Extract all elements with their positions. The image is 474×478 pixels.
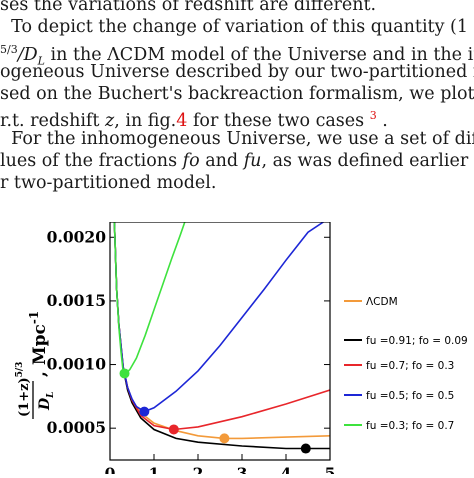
ylabel-numerator: (1+z)	[17, 377, 32, 417]
y-tick-label: 0.0010	[47, 355, 107, 374]
text-line-5: sed on the Buchert's backreaction formal…	[0, 84, 474, 105]
series-marker-1	[300, 443, 311, 454]
figure: (1+z)5/3 DL , Mpc-1 0.0005 0.0010 0.0015 0.…	[0, 221, 474, 478]
x-tick-label: 5	[325, 464, 336, 474]
text-line-3: 5/3/DL in the ΛCDM model of the Universe…	[0, 42, 474, 67]
series-marker-2	[168, 424, 179, 435]
text-line-6: r.t. redshift z, in fig.4 for these two …	[0, 109, 388, 132]
ylabel-denominator: D	[37, 397, 53, 411]
ylabel-unit-exponent: -1	[27, 311, 41, 324]
series-line-2	[113, 222, 330, 431]
series-marker-0	[219, 433, 230, 444]
data-series	[113, 222, 330, 450]
y-tick-label: 0.0015	[47, 291, 106, 310]
svg-text:(1+z)5/3: (1+z)5/3	[15, 362, 32, 417]
text-line-4: ogeneous Universe described by our two-p…	[0, 61, 474, 82]
text-line-8: lues of the fractions fo and fu, as was …	[0, 151, 474, 172]
x-tick-label: 1	[149, 464, 160, 474]
legend: ΛCDM fu =0.91; fo = 0.09 fu =0.7; fo = 0.3…	[344, 296, 468, 432]
ylabel-subscript: L	[46, 392, 56, 399]
svg-text:, Mpc-1: , Mpc-1	[27, 311, 50, 377]
series-marker-3	[139, 406, 150, 417]
data-markers	[119, 368, 311, 454]
legend-label-0: ΛCDM	[366, 296, 398, 308]
legend-label-1: fu =0.91; fo = 0.09	[366, 335, 468, 347]
text-line-2: To depict the change of variation of thi…	[11, 17, 468, 38]
legend-label-4: fu =0.3; fo = 0.7	[366, 420, 454, 432]
legend-label-2: fu =0.7; fo = 0.3	[366, 360, 454, 372]
x-tick-label: 3	[237, 464, 248, 474]
y-tick-label: 0.0020	[47, 227, 107, 246]
text-line-7: For the inhomogeneous Universe, we use a…	[11, 128, 474, 149]
text-line-9: r two-partitioned model.	[0, 173, 217, 194]
svg-text:DL: DL	[37, 392, 56, 411]
y-axis-label: (1+z)5/3 DL , Mpc-1	[15, 311, 56, 419]
axis-ticks: 0.0005 0.0010 0.0015 0.0020 0 1 2 3 4 5	[47, 227, 336, 478]
plot-frame	[109, 221, 331, 461]
series-line-4	[113, 222, 186, 375]
x-tick-label: 0	[105, 464, 116, 474]
x-tick-label: 4	[281, 464, 292, 474]
x-tick-label: 2	[193, 464, 204, 474]
redshift-chart: (1+z)5/3 DL , Mpc-1 0.00050.00100.00150.…	[15, 221, 468, 478]
text-line-1: ses the variations of redshift are diffe…	[0, 0, 377, 15]
legend-label-3: fu =0.5; fo = 0.5	[366, 390, 454, 402]
paper-paragraph: ses the variations of redshift are diffe…	[0, 0, 474, 195]
y-tick-label: 0.0005	[47, 418, 106, 437]
series-marker-4	[119, 368, 130, 379]
figure-reference-link[interactable]: 4	[176, 111, 188, 132]
ylabel-unit: , Mpc	[30, 324, 50, 377]
series-line-3	[113, 222, 324, 413]
footnote-reference-link[interactable]: 3	[369, 109, 377, 123]
ylabel-exponent: 5/3	[15, 362, 25, 378]
